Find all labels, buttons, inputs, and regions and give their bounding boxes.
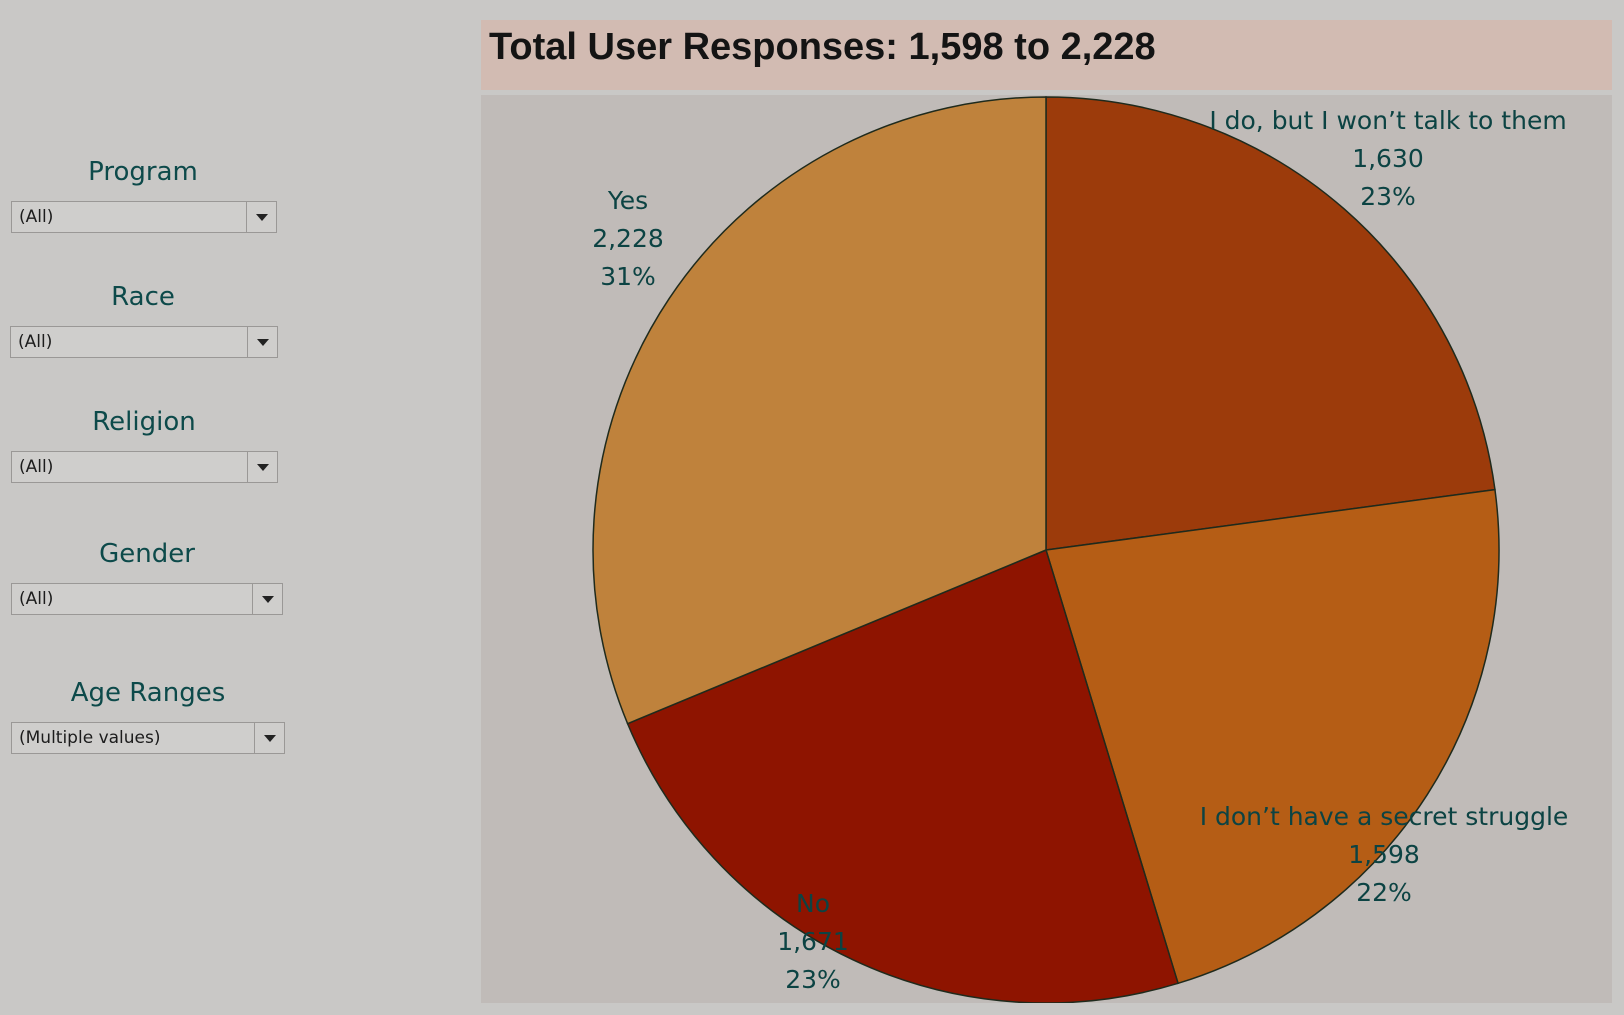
chart-title-bar: Total User Responses: 1,598 to 2,228 [481, 20, 1612, 90]
slice-label: I do, but I won’t talk to them [1209, 106, 1566, 135]
pie-labels: I do, but I won’t talk to them 1,630 23% I … [592, 106, 1568, 994]
slice-percent: 31% [600, 262, 656, 291]
slice-percent: 23% [785, 965, 841, 994]
pie-slice[interactable] [592, 96, 1047, 725]
gender-dropdown[interactable]: (All) [11, 583, 283, 615]
pie-slices [592, 96, 1500, 1003]
race-dropdown-button[interactable] [247, 327, 277, 357]
chart-title: Total User Responses: 1,598 to 2,228 [489, 26, 1156, 68]
program-dropdown-button[interactable] [246, 202, 276, 232]
slice-value: 1,598 [1348, 840, 1420, 869]
slice-label: No [796, 889, 830, 918]
filter-label-age-ranges: Age Ranges [70, 678, 226, 708]
filter-label-gender: Gender [99, 539, 195, 569]
religion-dropdown[interactable]: (All) [11, 451, 278, 483]
pie-slice[interactable] [626, 548, 1179, 1003]
age-ranges-dropdown[interactable]: (Multiple values) [11, 722, 285, 754]
slice-label: I don’t have a secret struggle [1200, 802, 1569, 831]
chevron-down-icon [255, 213, 268, 221]
gender-dropdown-value: (All) [19, 589, 54, 609]
age-ranges-dropdown-value: (Multiple values) [19, 728, 161, 748]
slice-label: Yes [607, 186, 648, 215]
race-dropdown[interactable]: (All) [10, 326, 278, 358]
pie-slice[interactable] [1045, 488, 1500, 985]
pie-chart-area: I do, but I won’t talk to them 1,630 23% I … [481, 95, 1612, 1003]
filter-label-program: Program [88, 157, 198, 187]
gender-dropdown-button[interactable] [252, 584, 282, 614]
pie-chart: I do, but I won’t talk to them 1,630 23% I … [592, 96, 1568, 1003]
filter-label-race: Race [111, 282, 175, 312]
chevron-down-icon [256, 463, 269, 471]
program-dropdown-value: (All) [19, 207, 54, 227]
slice-percent: 23% [1360, 182, 1416, 211]
filter-label-religion: Religion [92, 407, 196, 437]
religion-dropdown-button[interactable] [247, 452, 277, 482]
religion-dropdown-value: (All) [19, 457, 54, 477]
program-dropdown[interactable]: (All) [11, 201, 277, 233]
chevron-down-icon [263, 734, 276, 742]
slice-percent: 22% [1356, 878, 1412, 907]
slice-value: 2,228 [592, 224, 664, 253]
pie-slice[interactable] [1045, 96, 1496, 551]
chevron-down-icon [256, 338, 269, 346]
slice-value: 1,671 [777, 927, 849, 956]
age-ranges-dropdown-button[interactable] [254, 723, 284, 753]
chevron-down-icon [261, 595, 274, 603]
slice-value: 1,630 [1352, 144, 1424, 173]
race-dropdown-value: (All) [18, 332, 53, 352]
